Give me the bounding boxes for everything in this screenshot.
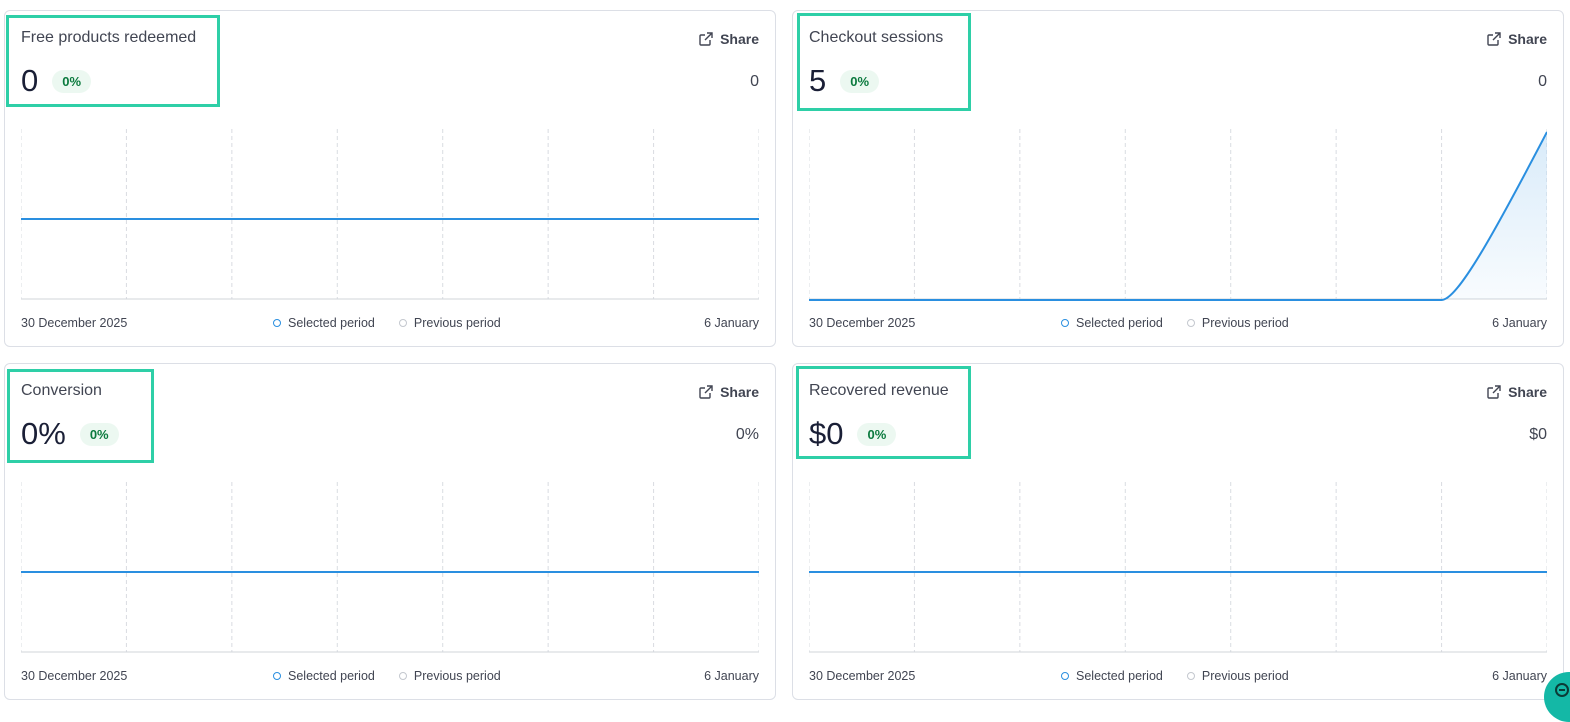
share-button[interactable]: Share: [698, 31, 759, 47]
start-date: 30 December 2025: [809, 669, 916, 683]
metric-row: 5 0%: [809, 63, 880, 99]
end-date: 6 January: [1492, 316, 1547, 330]
selected-dot-icon: [273, 319, 281, 327]
help-chat-icon: [1555, 683, 1569, 697]
start-date: 30 December 2025: [809, 316, 916, 330]
metric-card-checkout-sessions: Checkout sessions 5 0% Share 0 30 Decemb…: [792, 10, 1564, 347]
legend-previous-label: Previous period: [1201, 316, 1289, 330]
chart: [809, 482, 1547, 653]
metric-row: 0 0%: [21, 63, 92, 99]
legend: Selected period Previous period: [273, 316, 501, 330]
legend: Selected period Previous period: [1061, 316, 1289, 330]
selected-dot-icon: [1061, 672, 1069, 680]
metric-card-conversion: Conversion 0% 0% Share 0% 30 December 20…: [4, 363, 776, 700]
legend-selected-label: Selected period: [288, 669, 375, 683]
legend-previous[interactable]: Previous period: [1186, 316, 1289, 330]
previous-dot-icon: [398, 672, 407, 680]
previous-dot-icon: [398, 319, 407, 327]
legend-selected[interactable]: Selected period: [273, 669, 375, 683]
previous-dot-icon: [1186, 672, 1195, 680]
external-link-icon: [1487, 32, 1501, 46]
selected-dot-icon: [1061, 319, 1069, 327]
change-badge: 0%: [52, 69, 92, 93]
metric-value: $0: [809, 416, 844, 451]
chart-footer: 30 December 2025 Selected period Previou…: [809, 316, 1547, 332]
series-line: [809, 131, 1547, 301]
legend-selected[interactable]: Selected period: [273, 316, 375, 330]
change-badge: 0%: [840, 69, 880, 93]
legend-selected[interactable]: Selected period: [1061, 316, 1163, 330]
change-badge: 0%: [857, 422, 897, 446]
legend: Selected period Previous period: [1061, 669, 1289, 683]
chart: [21, 129, 759, 300]
end-date: 6 January: [704, 316, 759, 330]
previous-dot-icon: [1186, 319, 1195, 327]
metric-value: 0%: [21, 416, 66, 451]
external-link-icon: [699, 32, 713, 46]
metric-card-free-products: Free products redeemed 0 0% Share 0 30 D…: [4, 10, 776, 347]
chart-footer: 30 December 2025 Selected period Previou…: [21, 669, 759, 685]
legend-previous[interactable]: Previous period: [1186, 669, 1289, 683]
card-title: Checkout sessions: [809, 29, 944, 46]
chart-footer: 30 December 2025 Selected period Previou…: [809, 669, 1547, 685]
metric-value: 0: [21, 63, 39, 98]
metric-row: 0% 0%: [21, 416, 119, 452]
chart-footer: 30 December 2025 Selected period Previou…: [21, 316, 759, 332]
external-link-icon: [699, 385, 713, 399]
previous-value: $0: [1529, 426, 1547, 443]
start-date: 30 December 2025: [21, 669, 128, 683]
legend-previous-label: Previous period: [1201, 669, 1289, 683]
chart: [21, 482, 759, 653]
legend-previous[interactable]: Previous period: [398, 669, 501, 683]
legend-selected-label: Selected period: [1076, 316, 1163, 330]
metric-row: $0 0%: [809, 416, 897, 452]
selected-dot-icon: [273, 672, 281, 680]
previous-value: 0: [750, 73, 759, 90]
series-area: [809, 132, 1547, 300]
end-date: 6 January: [1492, 669, 1547, 683]
share-button[interactable]: Share: [1486, 384, 1547, 400]
legend-selected[interactable]: Selected period: [1061, 669, 1163, 683]
end-date: 6 January: [704, 669, 759, 683]
legend-previous-label: Previous period: [413, 669, 501, 683]
start-date: 30 December 2025: [21, 316, 128, 330]
chart: [809, 129, 1547, 301]
share-label: Share: [720, 31, 759, 47]
metric-card-recovered-revenue: Recovered revenue $0 0% Share $0 30 Dece…: [792, 363, 1564, 700]
card-title: Free products redeemed: [21, 29, 197, 46]
metric-value: 5: [809, 63, 827, 98]
card-title: Conversion: [21, 382, 102, 399]
legend-selected-label: Selected period: [1076, 669, 1163, 683]
share-button[interactable]: Share: [1486, 31, 1547, 47]
legend: Selected period Previous period: [273, 669, 501, 683]
previous-value: 0%: [735, 426, 759, 443]
share-label: Share: [1508, 31, 1547, 47]
legend-previous-label: Previous period: [413, 316, 501, 330]
share-button[interactable]: Share: [698, 384, 759, 400]
share-label: Share: [1508, 384, 1547, 400]
change-badge: 0%: [79, 422, 119, 446]
legend-selected-label: Selected period: [288, 316, 375, 330]
legend-previous[interactable]: Previous period: [398, 316, 501, 330]
external-link-icon: [1487, 385, 1501, 399]
previous-value: 0: [1538, 73, 1547, 90]
card-title: Recovered revenue: [809, 382, 949, 399]
share-label: Share: [720, 384, 759, 400]
